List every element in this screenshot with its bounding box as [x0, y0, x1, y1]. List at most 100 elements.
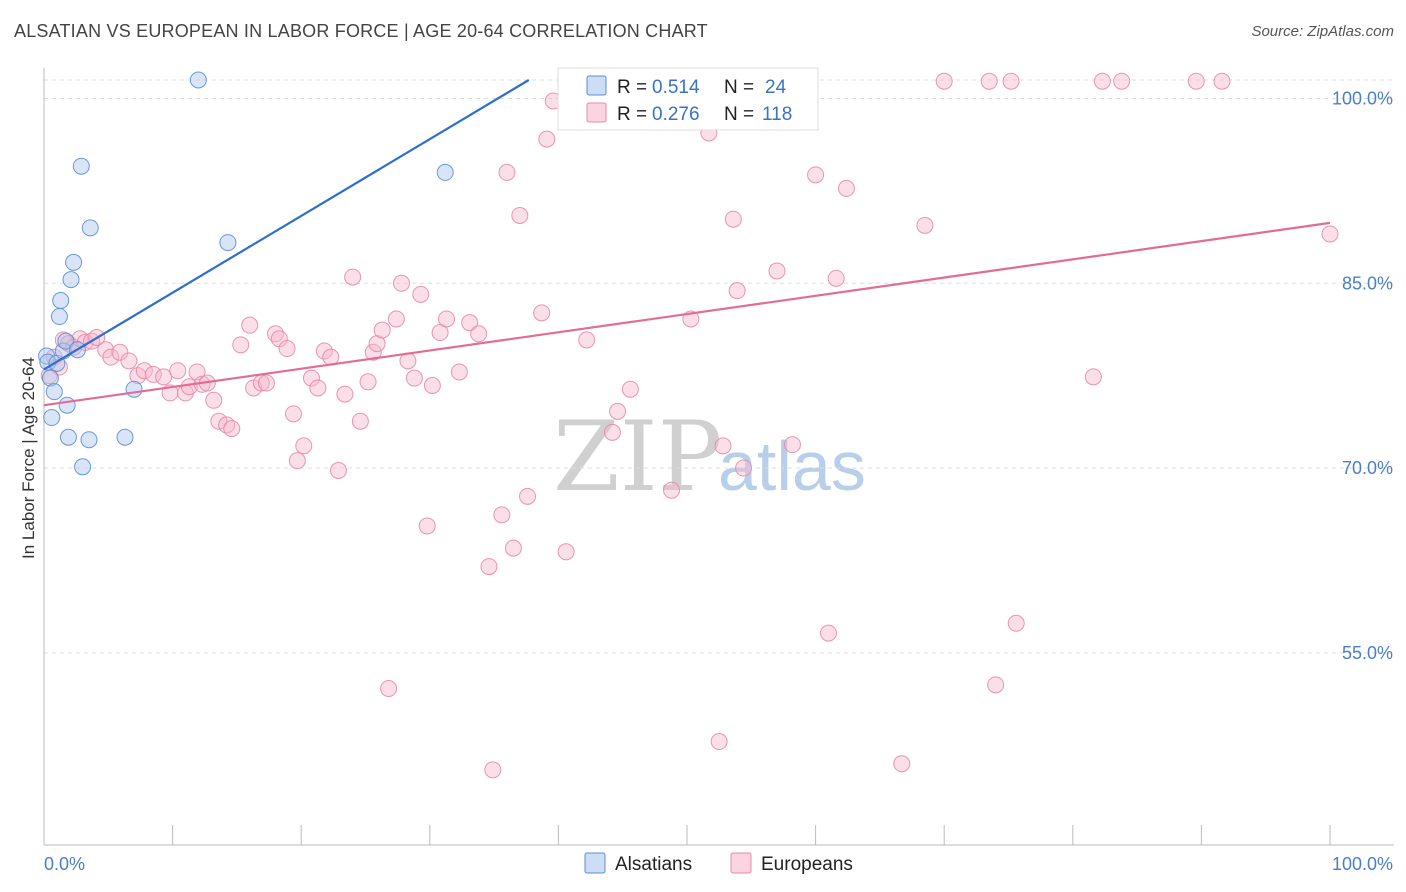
european-point: [935, 72, 953, 90]
alsatian-point: [125, 380, 143, 398]
alsatian-point: [65, 253, 83, 271]
european-point: [538, 130, 556, 148]
european-point: [278, 340, 296, 358]
alsatian-point: [74, 458, 92, 476]
european-point: [418, 517, 436, 535]
x-tick-label-min: 0.0%: [44, 854, 85, 874]
european-point: [807, 166, 825, 184]
european-point: [916, 216, 934, 234]
european-point: [1084, 368, 1102, 386]
alsatian-point: [189, 71, 207, 89]
european-point: [1093, 72, 1111, 90]
european-point: [1113, 72, 1131, 90]
european-point: [893, 755, 911, 773]
european-point: [498, 163, 516, 181]
x-axis-ticks: [43, 825, 1331, 845]
source-credit: Source: ZipAtlas.com: [1251, 23, 1394, 40]
european-point: [728, 282, 746, 300]
european-point: [223, 420, 241, 438]
european-legend-swatch: [586, 102, 607, 123]
european-point: [232, 336, 250, 354]
european-point: [315, 342, 333, 360]
european-point: [309, 379, 327, 397]
european-point: [111, 343, 129, 361]
european-point: [837, 179, 855, 197]
european-n-label: N =: [724, 104, 754, 125]
european-point: [827, 269, 845, 287]
european-point: [609, 402, 627, 420]
alsatian-point: [116, 428, 134, 446]
european-n-value: 118: [762, 104, 792, 125]
european-point: [663, 481, 681, 499]
y-tick-label: 55.0%: [1342, 643, 1393, 663]
alsatian-point: [58, 396, 76, 414]
european-point: [359, 373, 377, 391]
alsatian-trend-line: [43, 79, 530, 371]
european-point: [1002, 72, 1020, 90]
european-point: [241, 316, 259, 334]
european-point: [155, 368, 173, 386]
alsatian-point: [436, 163, 454, 181]
alsatian-point: [41, 369, 59, 387]
european-point: [603, 423, 621, 441]
alsatian-point: [57, 332, 75, 350]
alsatian-legend-swatch: [586, 75, 607, 96]
european-point: [1321, 225, 1339, 243]
stats-legend: R = 0.514 N = 24 R = 0.276 N = 118: [557, 67, 819, 131]
european-point: [295, 437, 313, 455]
european-point: [438, 310, 456, 328]
european-point: [393, 274, 411, 292]
alsatian-point: [52, 292, 70, 310]
european-point: [120, 352, 138, 370]
european-point: [1213, 72, 1231, 90]
european-point: [344, 268, 362, 286]
alsatian-point: [43, 409, 61, 427]
european-point: [470, 325, 488, 343]
alsatian-point: [80, 431, 98, 449]
european-point: [169, 362, 187, 380]
alsatian-point: [50, 308, 68, 326]
european-point: [329, 462, 347, 480]
european-point: [405, 369, 423, 387]
european-point: [1007, 614, 1025, 632]
alsatian-point: [219, 234, 237, 252]
european-point: [714, 437, 732, 455]
european-point: [302, 369, 320, 387]
european-point: [336, 385, 354, 403]
european-point: [724, 210, 742, 228]
european-point: [519, 487, 537, 505]
european-point: [980, 72, 998, 90]
european-point: [480, 558, 498, 576]
european-point: [351, 412, 369, 430]
y-axis-label: In Labor Force | Age 20-64: [19, 357, 38, 559]
alsatian-points: [38, 71, 454, 476]
european-point: [461, 314, 479, 332]
europeans-legend-swatch: [730, 852, 752, 874]
european-point: [621, 380, 639, 398]
alsatians-legend-label: Alsatians: [615, 854, 692, 875]
alsatian-point: [81, 219, 99, 237]
european-point: [735, 459, 753, 477]
european-point: [412, 285, 430, 303]
european-point: [819, 624, 837, 642]
european-point: [710, 733, 728, 751]
european-r-value: 0.276: [652, 104, 700, 125]
european-point: [144, 365, 162, 383]
alsatian-point: [62, 271, 80, 289]
european-point: [423, 377, 441, 395]
european-point: [102, 348, 120, 366]
european-point: [450, 363, 468, 381]
alsatian-r-label: R =: [617, 77, 647, 98]
series-legend: Alsatians Europeans: [584, 852, 853, 875]
european-point: [210, 412, 228, 430]
europeans-legend-label: Europeans: [761, 854, 853, 875]
alsatians-legend-swatch: [584, 852, 606, 874]
european-point: [578, 331, 596, 349]
european-point: [493, 506, 511, 524]
watermark-zip: ZIP: [553, 401, 722, 513]
european-point: [257, 374, 275, 392]
y-tick-labels: 55.0% 70.0% 85.0% 100.0%: [1332, 88, 1393, 662]
european-r-label: R =: [617, 104, 647, 125]
y-tick-label: 70.0%: [1342, 458, 1393, 478]
